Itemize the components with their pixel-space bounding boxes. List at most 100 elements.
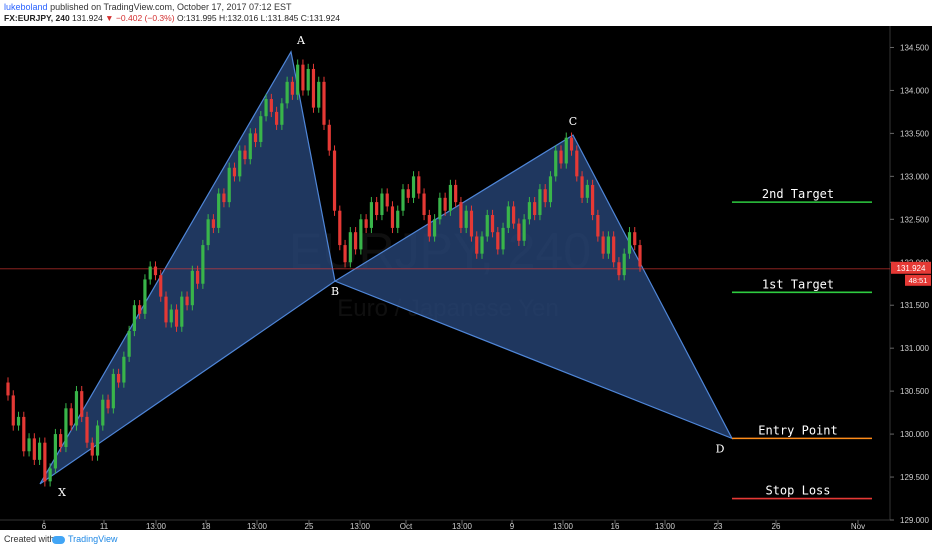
chart-header: lukeboland published on TradingView.com,… bbox=[0, 0, 932, 26]
pattern-point-label: D bbox=[716, 442, 725, 455]
x-tick-label: 13:00 bbox=[655, 522, 676, 530]
last-price-label: 131.924 bbox=[72, 13, 103, 23]
candle-body bbox=[43, 442, 47, 482]
pattern-bcd-triangle bbox=[333, 134, 734, 440]
candle-body bbox=[390, 206, 395, 228]
y-tick-label: 129.500 bbox=[900, 473, 929, 482]
candle-body bbox=[496, 232, 500, 250]
candle-body bbox=[238, 150, 242, 177]
candle-body bbox=[127, 330, 131, 357]
candle-body bbox=[459, 202, 463, 228]
candle-body bbox=[469, 210, 474, 237]
candle-body bbox=[538, 189, 542, 216]
candle-body bbox=[512, 206, 516, 224]
pattern-point-label: B bbox=[331, 285, 339, 298]
x-tick-label: 26 bbox=[772, 522, 781, 530]
candle-body bbox=[554, 150, 558, 177]
time-axis[interactable]: 6 11 13:00 18 13:00 25 13:00 Oct 13:00 9 13:00 16 13… bbox=[42, 520, 865, 531]
candle-body bbox=[243, 150, 247, 160]
countdown-label: 48:51 bbox=[909, 276, 928, 285]
price-axis[interactable]: 134.500134.000133.500133.000132.500132.0… bbox=[890, 43, 931, 525]
candle-body bbox=[396, 210, 400, 228]
candle-body bbox=[338, 210, 342, 246]
candle-body bbox=[633, 232, 637, 246]
candle-body bbox=[264, 99, 268, 117]
candle-body bbox=[106, 399, 110, 409]
candle-body bbox=[196, 270, 200, 284]
candle-body bbox=[269, 99, 273, 112]
candle-body bbox=[548, 176, 553, 203]
candle-body bbox=[617, 262, 621, 276]
pattern-point-label: C bbox=[569, 115, 577, 128]
y-tick-label: 131.000 bbox=[900, 344, 929, 353]
candle-body bbox=[32, 438, 36, 460]
candle-body bbox=[301, 64, 305, 91]
candle-body bbox=[253, 133, 258, 142]
candle-body bbox=[148, 266, 152, 280]
candle-body bbox=[433, 219, 437, 237]
y-tick-label: 130.500 bbox=[900, 387, 929, 396]
candle-body bbox=[69, 408, 73, 426]
candle-body bbox=[248, 133, 252, 160]
x-tick-label: 13:00 bbox=[247, 522, 268, 530]
symbol-line: FX:EURJPY, 240 131.924 ▼ −0.402 (−0.3%) … bbox=[4, 13, 340, 23]
candle-body bbox=[180, 296, 184, 327]
down-arrow-icon: ▼ bbox=[105, 13, 114, 23]
candle-body bbox=[153, 266, 158, 276]
candle-body bbox=[211, 219, 215, 228]
candle-body bbox=[343, 245, 347, 263]
x-tick-label: 13:00 bbox=[452, 522, 473, 530]
change-label: −0.402 (−0.3%) bbox=[115, 13, 175, 23]
candle-body bbox=[275, 111, 279, 125]
countdown-tag bbox=[905, 274, 931, 286]
candle-body bbox=[564, 137, 568, 164]
candle-body bbox=[591, 184, 595, 216]
candle-body bbox=[48, 468, 52, 482]
author-link[interactable]: lukeboland bbox=[4, 2, 48, 12]
candle-body bbox=[53, 434, 57, 469]
candle-body bbox=[85, 416, 89, 443]
candle-body bbox=[543, 189, 547, 203]
x-tick-label: 16 bbox=[611, 522, 620, 530]
candle-body bbox=[285, 81, 289, 104]
x-tick-label: Oct bbox=[400, 522, 413, 530]
candle-body bbox=[606, 236, 610, 254]
candle-body bbox=[143, 279, 147, 314]
y-tick-label: 134.500 bbox=[900, 43, 929, 52]
candle-body bbox=[506, 206, 510, 228]
candle-body bbox=[59, 434, 63, 447]
candle-body bbox=[406, 189, 410, 198]
candle-body bbox=[296, 64, 300, 95]
candle-body bbox=[201, 245, 205, 284]
pattern-point-label: X bbox=[58, 486, 66, 499]
x-tick-label: 11 bbox=[100, 522, 109, 530]
symbol-label[interactable]: FX:EURJPY, 240 bbox=[4, 13, 70, 23]
x-tick-label: 23 bbox=[714, 522, 723, 530]
candle-body bbox=[501, 227, 505, 250]
candle-body bbox=[190, 270, 194, 306]
tradingview-logo[interactable]: TradingView bbox=[52, 534, 118, 544]
pattern-xab-triangle bbox=[39, 50, 336, 485]
candle-body bbox=[475, 236, 479, 254]
candle-body bbox=[22, 416, 26, 452]
candle-body bbox=[11, 395, 15, 426]
candle-body bbox=[90, 442, 94, 456]
tradingview-brand: TradingView bbox=[68, 534, 118, 544]
candle-body bbox=[464, 210, 468, 228]
x-tick-label: 9 bbox=[510, 522, 515, 530]
candle-body bbox=[638, 245, 642, 267]
candle-body bbox=[417, 176, 421, 194]
candle-body bbox=[332, 150, 337, 211]
candle-body bbox=[74, 391, 79, 426]
candle-body bbox=[448, 184, 452, 211]
x-tick-label: 13:00 bbox=[350, 522, 371, 530]
candle-body bbox=[122, 356, 126, 383]
candle-body bbox=[401, 189, 405, 211]
candle-body bbox=[95, 425, 100, 456]
level-label: 1st Target bbox=[762, 277, 834, 291]
candle-body bbox=[533, 202, 537, 216]
last-price-tag-label: 131.924 bbox=[897, 264, 926, 273]
candle-body bbox=[427, 215, 431, 237]
